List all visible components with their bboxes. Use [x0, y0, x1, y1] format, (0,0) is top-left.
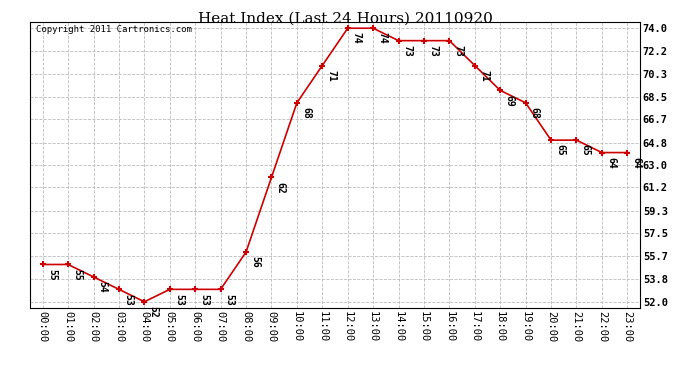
Text: 73: 73 — [403, 45, 413, 57]
Text: 71: 71 — [479, 70, 489, 81]
Text: 54: 54 — [98, 281, 108, 293]
Text: 52: 52 — [148, 306, 159, 318]
Text: 65: 65 — [580, 144, 591, 156]
Text: 64: 64 — [631, 157, 642, 168]
Text: 55: 55 — [72, 268, 82, 280]
Text: 69: 69 — [504, 94, 514, 106]
Text: 74: 74 — [377, 32, 387, 44]
Text: 53: 53 — [225, 294, 235, 305]
Text: 53: 53 — [123, 294, 133, 305]
Text: 56: 56 — [250, 256, 260, 268]
Text: 74: 74 — [352, 32, 362, 44]
Text: 62: 62 — [275, 182, 286, 194]
Text: Copyright 2011 Cartronics.com: Copyright 2011 Cartronics.com — [36, 25, 192, 34]
Text: 55: 55 — [47, 268, 57, 280]
Text: 53: 53 — [199, 294, 209, 305]
Text: 65: 65 — [555, 144, 565, 156]
Text: 68: 68 — [530, 107, 540, 119]
Text: 73: 73 — [428, 45, 438, 57]
Text: 68: 68 — [301, 107, 311, 119]
Text: 64: 64 — [606, 157, 616, 168]
Text: 73: 73 — [453, 45, 464, 57]
Text: 71: 71 — [326, 70, 337, 81]
Text: 53: 53 — [174, 294, 184, 305]
Text: Heat Index (Last 24 Hours) 20110920: Heat Index (Last 24 Hours) 20110920 — [197, 11, 493, 25]
